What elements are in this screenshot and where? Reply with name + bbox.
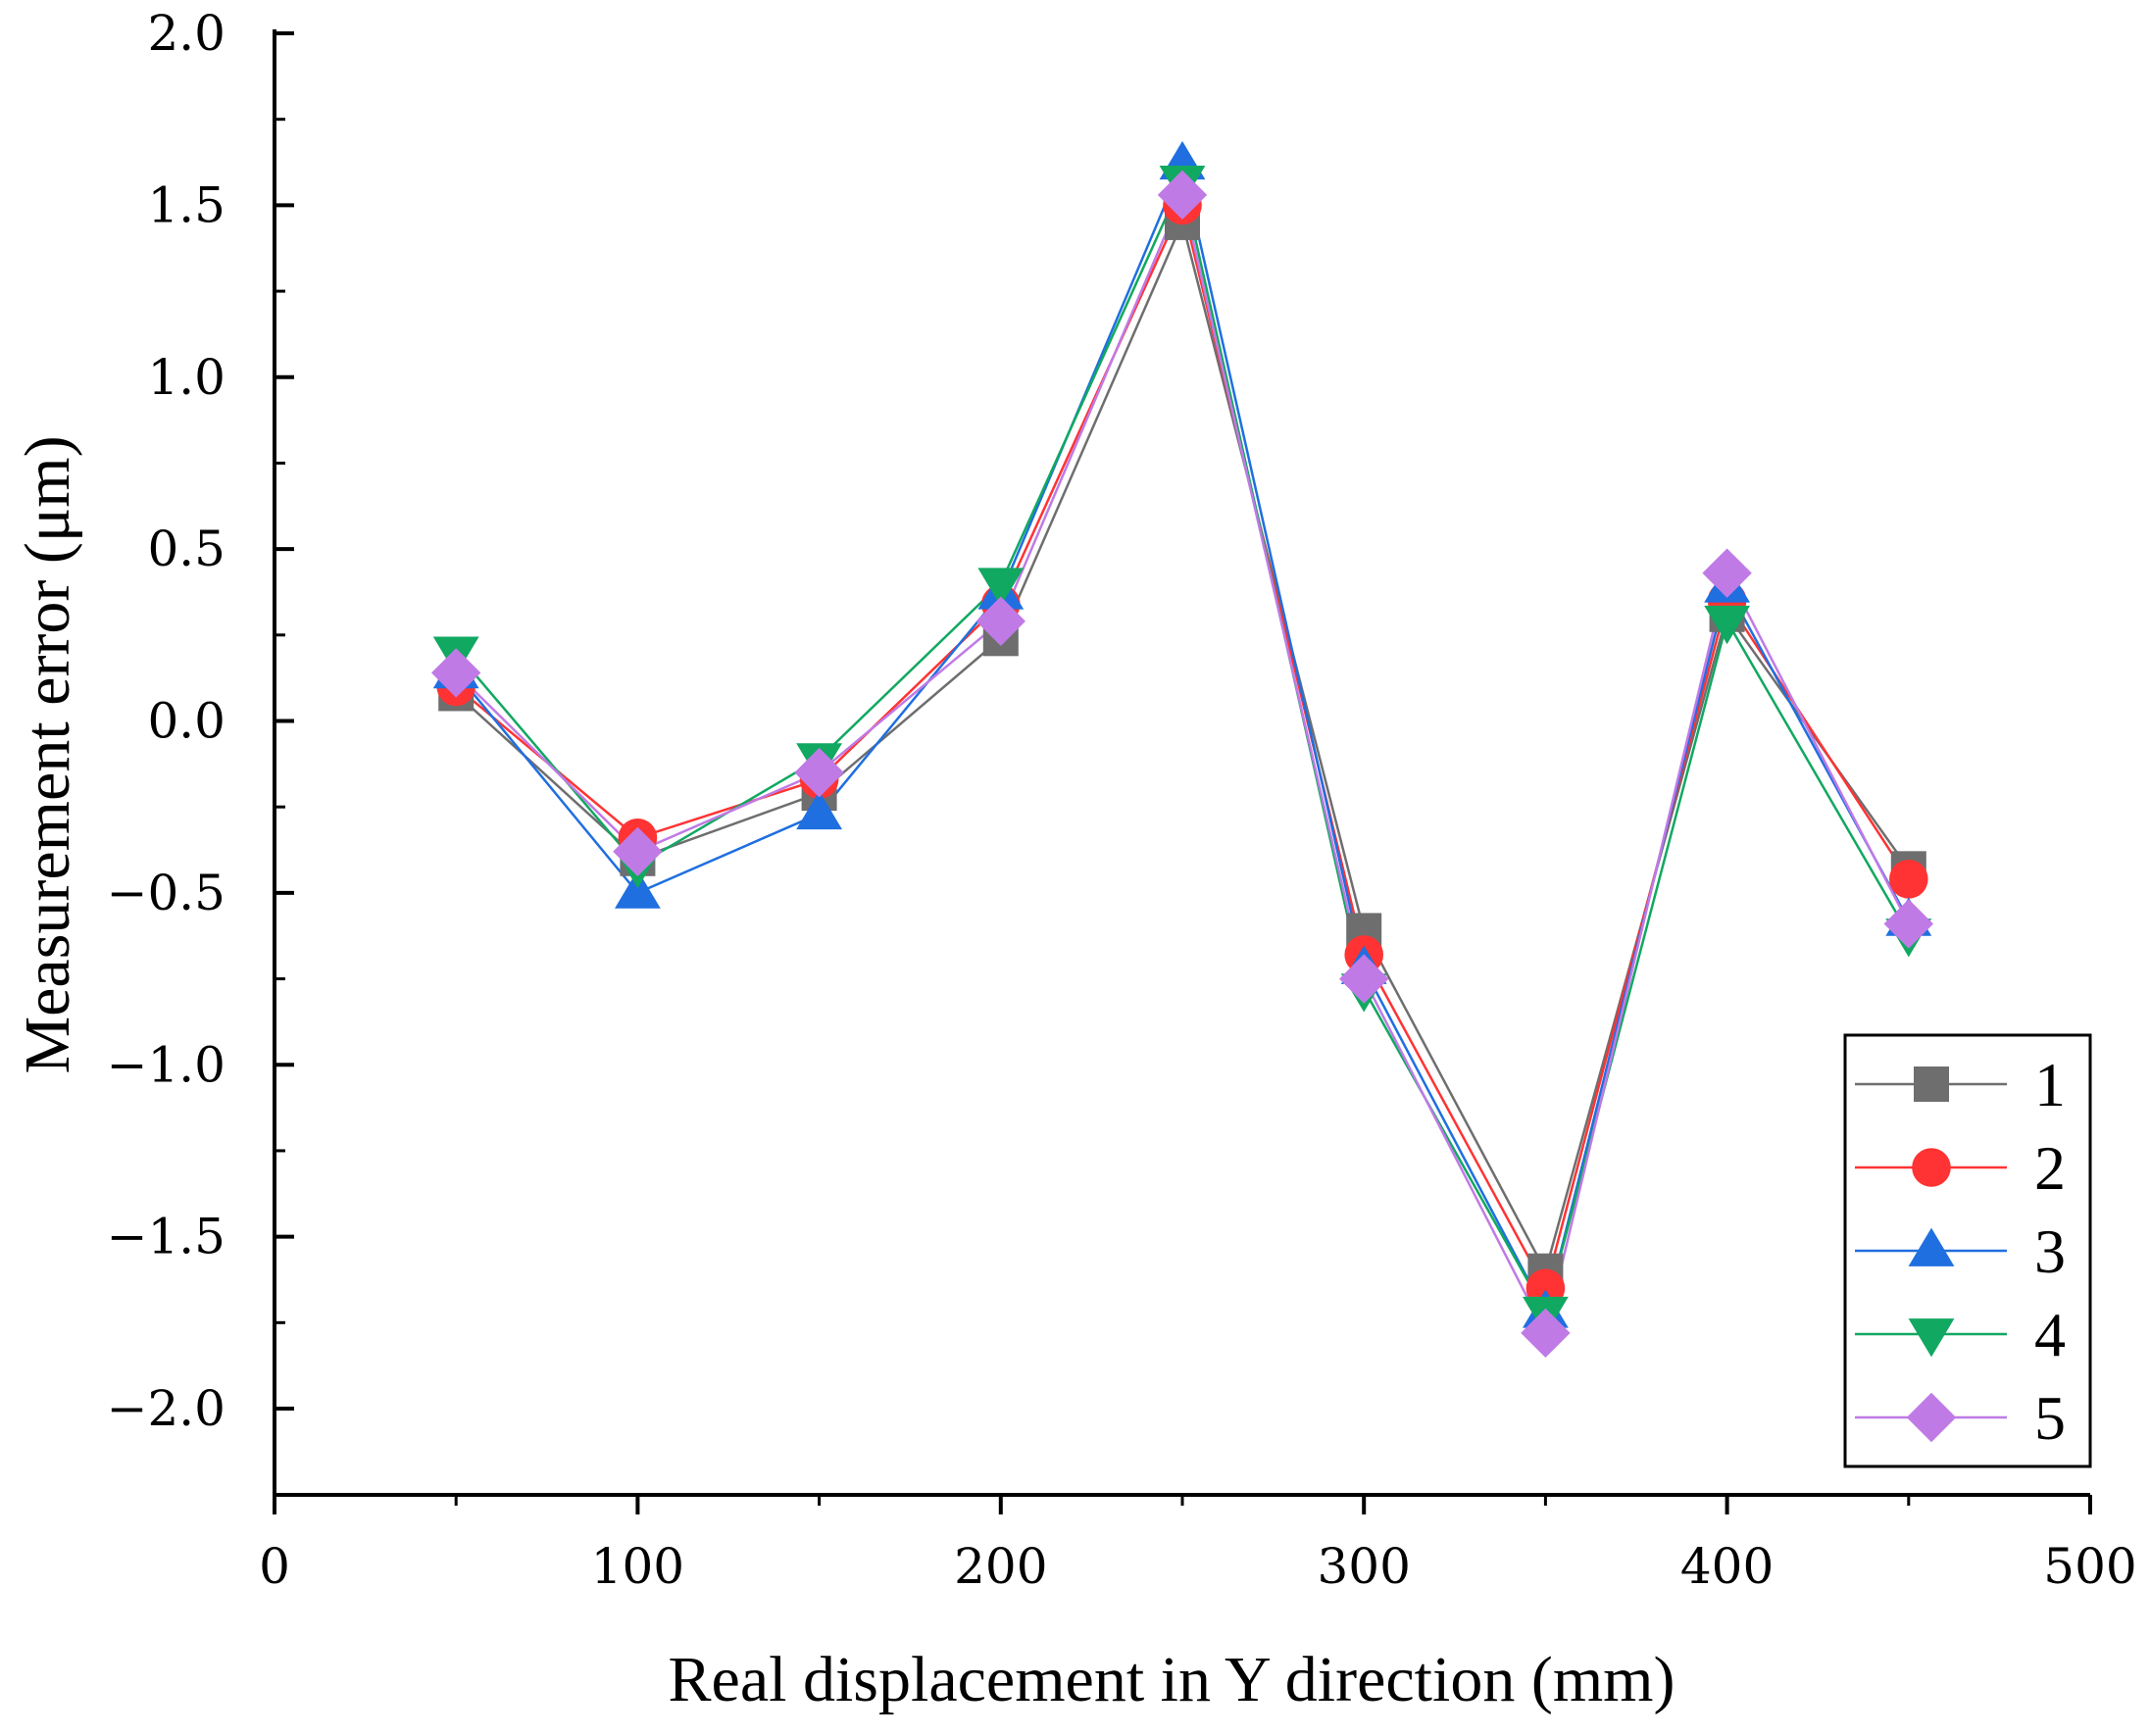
y-tick-label: −1.0 xyxy=(107,1036,225,1093)
legend-marker-5 xyxy=(1906,1392,1957,1443)
x-tick-label: 500 xyxy=(2043,1538,2136,1595)
x-tick-label: 200 xyxy=(954,1538,1047,1595)
x-tick-label: 100 xyxy=(591,1538,684,1595)
data-point-series-5 xyxy=(431,648,481,698)
data-point-series-5 xyxy=(613,826,663,876)
x-axis-title: Real displacement in Y direction (mm) xyxy=(669,1644,1675,1715)
x-tick-label: 0 xyxy=(259,1538,290,1595)
series-lines xyxy=(455,160,1910,1337)
legend-label-3: 3 xyxy=(2034,1216,2066,1286)
legend: 1 2 3 4 5 xyxy=(1843,1033,2092,1468)
axes: 2.0 1.5 1.0 0.5 0.0 −0.5 −1.0 −1.5 −2.0 0 100 200 30… xyxy=(107,5,2137,1595)
legend-marker-4 xyxy=(1908,1318,1955,1358)
x-tick-label: 400 xyxy=(1680,1538,1774,1595)
data-point-series-3 xyxy=(796,790,842,830)
data-point-series-3 xyxy=(615,869,661,909)
legend-label-2: 2 xyxy=(2034,1133,2066,1203)
y-tick-label: 1.0 xyxy=(147,349,225,406)
data-point-series-5 xyxy=(1339,954,1389,1004)
data-point-series-5 xyxy=(794,747,844,798)
legend-label-1: 1 xyxy=(2034,1050,2066,1119)
data-point-series-4 xyxy=(1704,605,1750,645)
legend-marker-1 xyxy=(1914,1066,1949,1102)
legend-label-5: 5 xyxy=(2034,1383,2066,1453)
y-tick-label: −0.5 xyxy=(107,865,225,921)
series-line-1 xyxy=(455,219,1910,1275)
y-axis-title: Measurement error (μm) xyxy=(12,435,83,1073)
y-tick-label: −1.5 xyxy=(107,1209,225,1265)
legend-marker-2 xyxy=(1912,1148,1951,1187)
y-tick-label: 0.0 xyxy=(147,693,225,750)
data-point-series-5 xyxy=(1702,548,1752,598)
y-tick-label: 2.0 xyxy=(147,5,225,62)
legend-label-4: 4 xyxy=(2034,1300,2066,1369)
data-point-series-5 xyxy=(1521,1308,1571,1359)
legend-marker-3 xyxy=(1908,1227,1955,1266)
data-point-series-4 xyxy=(977,568,1025,607)
y-tick-label: −2.0 xyxy=(107,1380,225,1437)
y-tick-label: 1.5 xyxy=(147,176,225,233)
y-tick-label: 0.5 xyxy=(147,521,225,577)
data-point-series-5 xyxy=(975,596,1025,646)
data-point-series-2 xyxy=(1889,860,1928,899)
data-point-series-5 xyxy=(1157,170,1208,221)
series-markers xyxy=(431,140,1933,1359)
data-point-series-5 xyxy=(1883,899,1933,949)
x-tick-label: 300 xyxy=(1317,1538,1410,1595)
